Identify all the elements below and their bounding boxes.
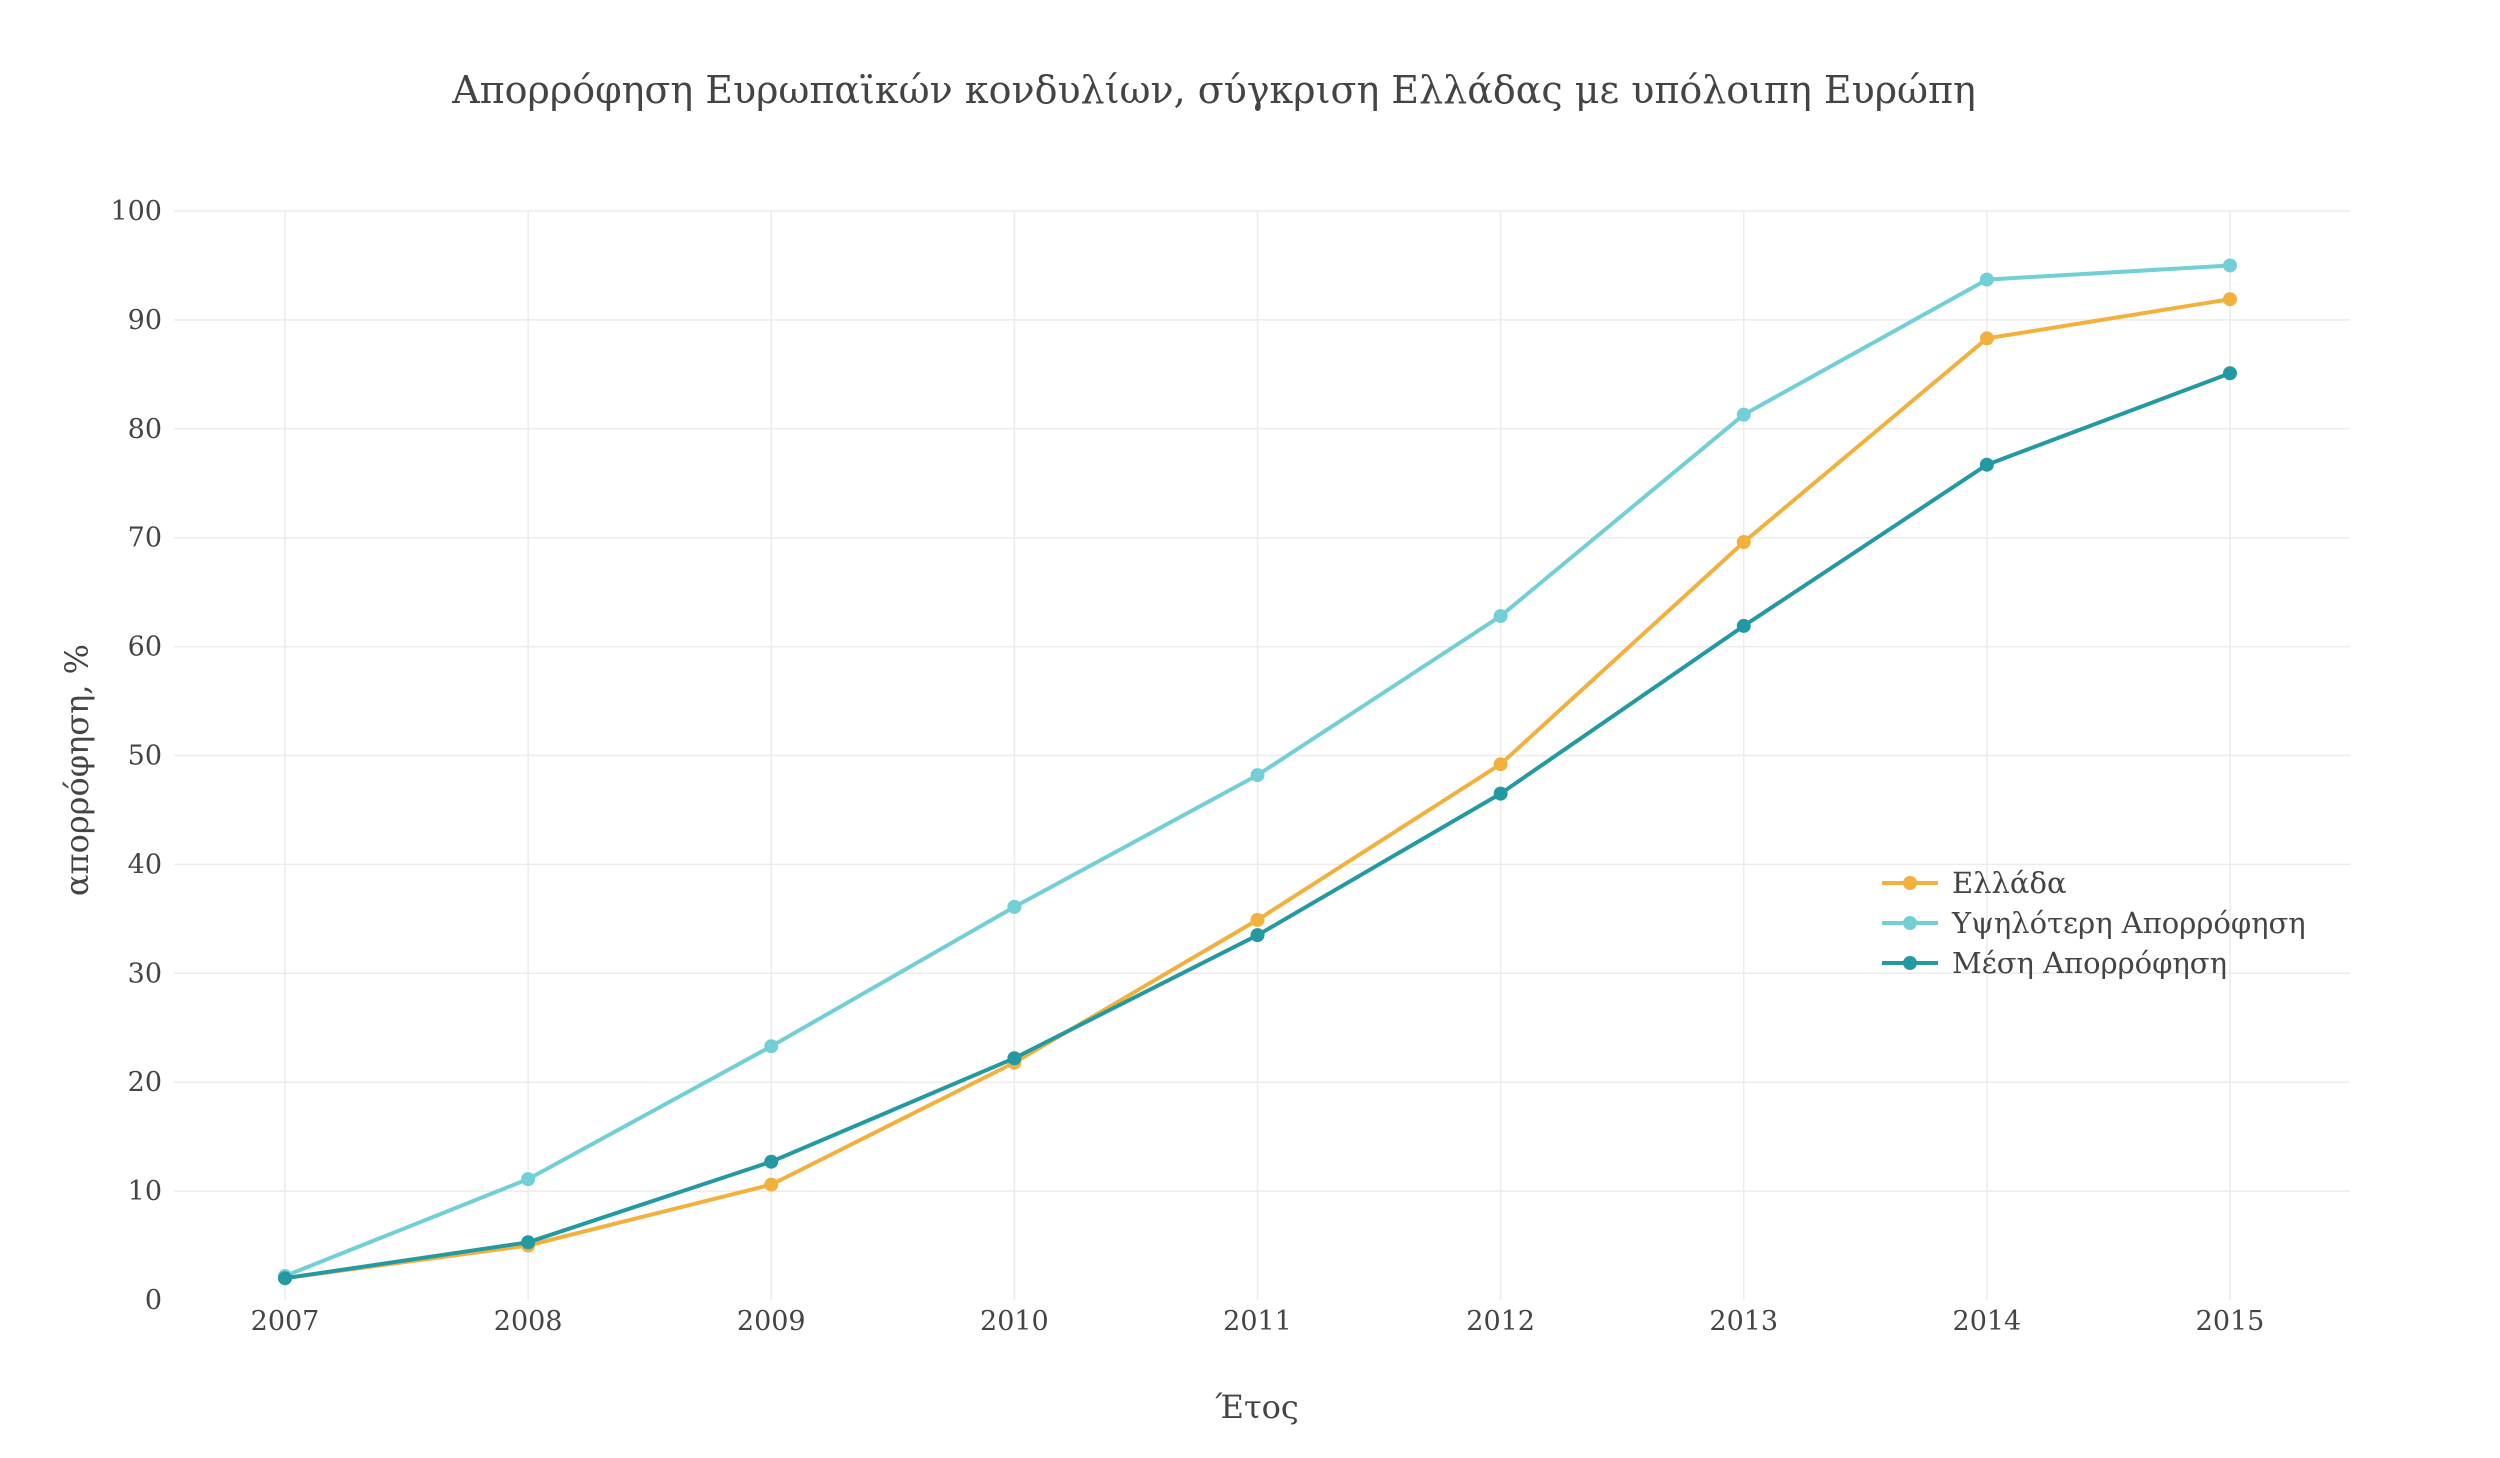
y-tick-label: 20 [128,1067,162,1098]
x-axis-title: Έτος [1215,1388,1299,1426]
y-tick-label: 90 [128,305,162,336]
legend-label: Μέση Απορρόφηση [1952,946,2227,980]
data-point [521,1235,536,1250]
x-tick-label: 2008 [494,1306,563,1337]
data-point [1007,899,1022,914]
data-point [2223,366,2237,381]
y-tick-label: 100 [110,196,162,227]
y-tick-label: 10 [128,1176,162,1207]
data-point [1007,1051,1022,1066]
data-point [2223,292,2237,307]
legend-item[interactable]: Μέση Απορρόφηση [1882,946,2227,980]
data-point [1979,457,1994,472]
y-tick-label: 80 [128,414,162,445]
data-point [1493,786,1508,801]
x-tick-label: 2012 [1466,1306,1535,1337]
y-tick-label: 0 [145,1285,162,1316]
y-tick-label: 70 [128,523,162,554]
legend: Ελλάδα Υψηλότερη Απορρόφηση Μέση Απορρόφησ… [1882,866,2306,980]
series-lines [278,258,2237,1286]
chart-title: Απορρόφηση Ευρωπαϊκών κονδυλίων, σύγκρισ… [451,68,1976,112]
y-tick-label: 30 [128,958,162,989]
legend-item[interactable]: Υψηλότερη Απορρόφηση [1882,906,2306,940]
grid-lines [174,210,2350,1300]
y-tick-label: 40 [128,849,162,880]
data-point [1250,768,1265,783]
data-point [764,1154,779,1169]
x-axis-ticks: 2007 2008 2009 2010 2011 2012 2013 2014 2015 [251,1306,2265,1337]
series-1 [278,258,2237,1284]
y-tick-label: 50 [128,741,162,772]
x-tick-label: 2009 [737,1306,806,1337]
legend-marker [1903,956,1917,970]
data-point [1493,757,1508,772]
legend-marker [1903,876,1917,890]
data-point [521,1172,536,1187]
data-point [2223,258,2237,273]
data-point [1736,618,1751,633]
data-point [1979,331,1994,346]
data-point [1736,407,1751,422]
data-point [278,1271,292,1286]
x-tick-label: 2014 [1953,1306,2022,1337]
x-tick-label: 2013 [1709,1306,1778,1337]
legend-label: Ελλάδα [1952,866,2067,900]
y-axis-title: απορρόφηση, % [58,644,96,896]
data-point [1736,535,1751,550]
series-2 [278,366,2237,1286]
data-point [764,1177,779,1192]
x-tick-label: 2011 [1223,1306,1292,1337]
data-point [1493,609,1508,624]
legend-marker [1903,916,1917,930]
x-tick-label: 2015 [2196,1306,2265,1337]
x-tick-label: 2010 [980,1306,1049,1337]
data-point [764,1039,779,1054]
x-tick-label: 2007 [251,1306,320,1337]
y-axis-ticks: 0 10 20 30 40 50 60 70 80 90 100 [110,196,162,1316]
legend-label: Υψηλότερη Απορρόφηση [1951,906,2306,940]
data-point [1250,912,1265,927]
data-point [1250,928,1265,943]
data-point [1979,272,1994,287]
legend-item[interactable]: Ελλάδα [1882,866,2067,900]
y-tick-label: 60 [128,632,162,663]
